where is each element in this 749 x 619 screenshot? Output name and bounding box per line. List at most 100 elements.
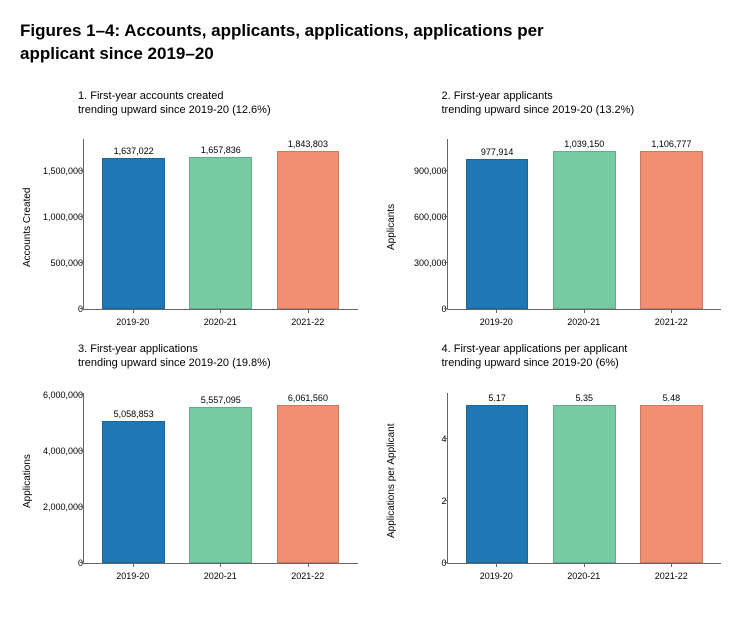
y-axis: 024: [399, 393, 447, 563]
chart-panel: 3. First-year applicationstrending upwar…: [20, 343, 366, 587]
panel-title-line2: trending upward since 2019-20 (6%): [442, 357, 730, 371]
bar: [466, 159, 529, 309]
bar-slot: 1,039,150: [541, 139, 628, 309]
x-category-label: 2019-20: [453, 565, 541, 581]
bar: [277, 405, 340, 563]
x-category-label: 2019-20: [89, 311, 177, 327]
chart-panel: 4. First-year applications per applicant…: [384, 343, 730, 587]
panel-title-line1: 4. First-year applications per applicant: [442, 343, 730, 357]
bar-value-label: 5.17: [488, 393, 506, 403]
bar-value-label: 5,557,095: [201, 395, 241, 405]
x-category-label: 2020-21: [540, 311, 628, 327]
bar-value-label: 1,657,836: [201, 145, 241, 155]
plot: 5,058,853 5,557,095 6,061,560 2019-202020-2…: [83, 375, 366, 587]
y-tick-label: 900,000: [414, 166, 447, 176]
y-tick-label: 500,000: [50, 258, 83, 268]
bar: [640, 151, 703, 309]
bar-value-label: 5.35: [575, 393, 593, 403]
panel-title-line2: trending upward since 2019-20 (13.2%): [442, 104, 730, 118]
bars: 1,637,022 1,657,836 1,843,803: [84, 139, 358, 309]
x-category-label: 2020-21: [540, 565, 628, 581]
panel-title: 4. First-year applications per applicant…: [442, 343, 730, 371]
y-axis-label: Applicants: [384, 121, 399, 333]
x-category-label: 2019-20: [89, 565, 177, 581]
x-category-label: 2021-22: [264, 311, 352, 327]
plot-area: 5,058,853 5,557,095 6,061,560: [83, 393, 358, 564]
bar: [640, 405, 703, 563]
bar-slot: 5.48: [628, 393, 715, 563]
y-tick-label: 1,000,000: [43, 212, 83, 222]
bar-value-label: 1,843,803: [288, 139, 328, 149]
bar: [102, 421, 165, 563]
panel-title: 1. First-year accounts createdtrending u…: [78, 90, 366, 118]
bar-value-label: 5,058,853: [114, 409, 154, 419]
bar-value-label: 1,637,022: [114, 146, 154, 156]
x-category-label: 2020-21: [177, 565, 265, 581]
bar: [553, 405, 616, 563]
bar: [466, 405, 529, 563]
panel-title: 3. First-year applicationstrending upwar…: [78, 343, 366, 371]
x-axis: 2019-202020-212021-22: [447, 311, 722, 327]
y-tick-label: 1,500,000: [43, 166, 83, 176]
panel-title-line1: 2. First-year applicants: [442, 90, 730, 104]
chart-wrap: Applications per Applicant024 5.17 5.35 5.4…: [384, 375, 730, 587]
bar-value-label: 1,106,777: [651, 139, 691, 149]
x-axis: 2019-202020-212021-22: [83, 565, 358, 581]
bar-slot: 5.17: [454, 393, 541, 563]
chart-wrap: Applications02,000,0004,000,0006,000,000…: [20, 375, 366, 587]
bar: [102, 158, 165, 309]
plot: 977,914 1,039,150 1,106,777 2019-202020-212…: [447, 121, 730, 333]
panel-title-line1: 1. First-year accounts created: [78, 90, 366, 104]
bar-slot: 1,657,836: [177, 139, 264, 309]
bars: 5,058,853 5,557,095 6,061,560: [84, 393, 358, 563]
x-axis: 2019-202020-212021-22: [83, 311, 358, 327]
plot-area: 1,637,022 1,657,836 1,843,803: [83, 139, 358, 310]
x-category-label: 2020-21: [177, 311, 265, 327]
figure-main-title: Figures 1–4: Accounts, applicants, appli…: [20, 20, 580, 66]
panel-title: 2. First-year applicantstrending upward …: [442, 90, 730, 118]
chart-grid: 1. First-year accounts createdtrending u…: [20, 90, 729, 587]
x-category-label: 2021-22: [264, 565, 352, 581]
y-tick-label: 4,000,000: [43, 446, 83, 456]
chart-wrap: Accounts Created0500,0001,000,0001,500,0…: [20, 121, 366, 333]
bar-value-label: 977,914: [481, 147, 514, 157]
bar: [189, 407, 252, 563]
plot-area: 5.17 5.35 5.48: [447, 393, 722, 564]
bar-slot: 5,058,853: [90, 393, 177, 563]
y-tick-label: 2,000,000: [43, 502, 83, 512]
y-axis-label: Applications per Applicant: [384, 375, 399, 587]
y-axis: 02,000,0004,000,0006,000,000: [35, 393, 83, 563]
bars: 5.17 5.35 5.48: [448, 393, 722, 563]
chart-panel: 1. First-year accounts createdtrending u…: [20, 90, 366, 334]
panel-title-line1: 3. First-year applications: [78, 343, 366, 357]
bar-value-label: 6,061,560: [288, 393, 328, 403]
bar-slot: 1,843,803: [264, 139, 351, 309]
plot: 5.17 5.35 5.48 2019-202020-212021-22: [447, 375, 730, 587]
bar-value-label: 1,039,150: [564, 139, 604, 149]
plot: 1,637,022 1,657,836 1,843,803 2019-202020-2…: [83, 121, 366, 333]
y-axis-label: Applications: [20, 375, 35, 587]
x-axis: 2019-202020-212021-22: [447, 565, 722, 581]
plot-area: 977,914 1,039,150 1,106,777: [447, 139, 722, 310]
bar-slot: 5.35: [541, 393, 628, 563]
chart-wrap: Applicants0300,000600,000900,000 977,914 1…: [384, 121, 730, 333]
x-category-label: 2019-20: [453, 311, 541, 327]
chart-panel: 2. First-year applicantstrending upward …: [384, 90, 730, 334]
panel-title-line2: trending upward since 2019-20 (12.6%): [78, 104, 366, 118]
bar-slot: 5,557,095: [177, 393, 264, 563]
panel-title-line2: trending upward since 2019-20 (19.8%): [78, 357, 366, 371]
bar: [277, 151, 340, 309]
y-axis: 0500,0001,000,0001,500,000: [35, 139, 83, 309]
y-tick-label: 300,000: [414, 258, 447, 268]
bar-slot: 977,914: [454, 139, 541, 309]
y-axis: 0300,000600,000900,000: [399, 139, 447, 309]
bar-slot: 1,637,022: [90, 139, 177, 309]
x-category-label: 2021-22: [628, 565, 716, 581]
bar: [189, 157, 252, 310]
bar: [553, 151, 616, 309]
bars: 977,914 1,039,150 1,106,777: [448, 139, 722, 309]
y-axis-label: Accounts Created: [20, 121, 35, 333]
x-category-label: 2021-22: [628, 311, 716, 327]
bar-value-label: 5.48: [663, 393, 681, 403]
y-tick-label: 6,000,000: [43, 390, 83, 400]
